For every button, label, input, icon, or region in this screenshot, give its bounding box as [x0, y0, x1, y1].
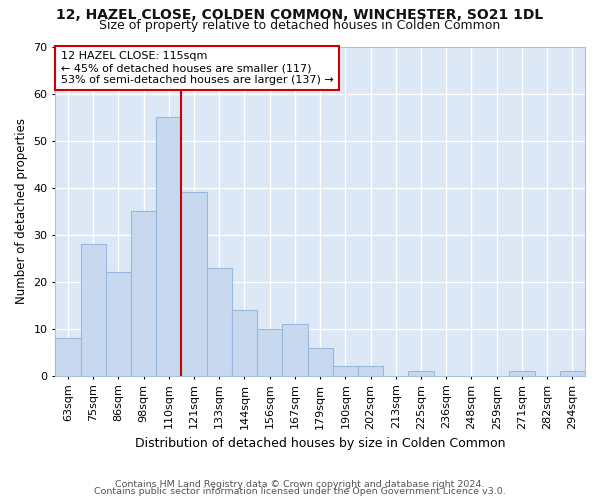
Text: Contains public sector information licensed under the Open Government Licence v3: Contains public sector information licen…: [94, 488, 506, 496]
Text: 12, HAZEL CLOSE, COLDEN COMMON, WINCHESTER, SO21 1DL: 12, HAZEL CLOSE, COLDEN COMMON, WINCHEST…: [56, 8, 544, 22]
Bar: [560, 371, 585, 376]
Bar: [55, 338, 80, 376]
Y-axis label: Number of detached properties: Number of detached properties: [15, 118, 28, 304]
Bar: [106, 272, 131, 376]
Bar: [409, 371, 434, 376]
Bar: [358, 366, 383, 376]
Bar: [181, 192, 206, 376]
Text: 12 HAZEL CLOSE: 115sqm
← 45% of detached houses are smaller (117)
53% of semi-de: 12 HAZEL CLOSE: 115sqm ← 45% of detached…: [61, 52, 334, 84]
Bar: [80, 244, 106, 376]
Bar: [257, 329, 283, 376]
Bar: [333, 366, 358, 376]
Bar: [283, 324, 308, 376]
Bar: [131, 211, 156, 376]
Bar: [232, 310, 257, 376]
Bar: [156, 117, 181, 376]
Bar: [509, 371, 535, 376]
Bar: [308, 348, 333, 376]
X-axis label: Distribution of detached houses by size in Colden Common: Distribution of detached houses by size …: [135, 437, 505, 450]
Text: Contains HM Land Registry data © Crown copyright and database right 2024.: Contains HM Land Registry data © Crown c…: [115, 480, 485, 489]
Text: Size of property relative to detached houses in Colden Common: Size of property relative to detached ho…: [100, 19, 500, 32]
Bar: [206, 268, 232, 376]
